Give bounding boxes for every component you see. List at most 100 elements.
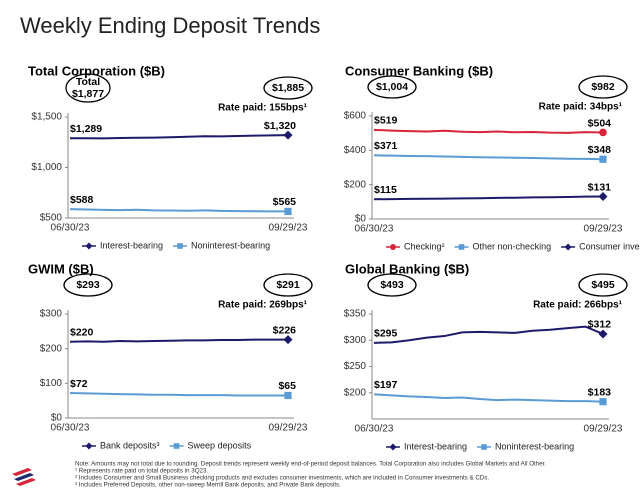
y-tick-label: $200 <box>344 387 367 398</box>
total-ellipse <box>263 273 313 297</box>
logo-stripe <box>14 473 34 481</box>
end-marker <box>598 329 608 339</box>
legend-label: Bank deposits³ <box>100 440 160 450</box>
rate-paid: Rate paid: 34bps¹ <box>539 102 623 113</box>
value-label: $565 <box>273 196 297 208</box>
footnote: ² Includes Consumer and Small Business c… <box>75 475 489 482</box>
legend-label: Noninterest-bearing <box>495 441 574 451</box>
y-tick-label: $350 <box>344 309 367 320</box>
legend-marker <box>458 244 465 250</box>
end-marker <box>599 155 607 163</box>
value-label: $65 <box>278 380 296 392</box>
series-line <box>373 195 604 201</box>
rate-paid: Rate paid: 269bps¹ <box>218 300 308 311</box>
value-label: $183 <box>588 386 612 398</box>
rate-paid: Rate paid: 266bps¹ <box>533 300 623 311</box>
x-tick-label: 09/29/23 <box>269 223 308 234</box>
chart-title: Global Banking ($B) <box>345 261 469 276</box>
end-marker <box>598 192 608 202</box>
total-ellipse <box>367 75 417 99</box>
legend-marker <box>481 444 487 450</box>
footnote: ³ Includes Preferred Deposits, other non… <box>75 482 341 489</box>
legend-label: Checking² <box>404 241 445 251</box>
legend-marker <box>85 242 93 250</box>
y-tick-label: $200 <box>40 343 63 354</box>
value-label: $519 <box>374 115 398 127</box>
legend-label: Sweep deposits <box>188 440 252 450</box>
legend-marker <box>85 442 93 450</box>
chart-title: GWIM ($B) <box>28 261 94 276</box>
end-total: $982 <box>591 81 615 93</box>
value-label: $295 <box>374 328 398 340</box>
y-tick-label: $400 <box>344 145 367 156</box>
value-label: $197 <box>374 379 398 391</box>
value-label: $348 <box>588 144 612 156</box>
end-marker <box>599 398 607 406</box>
legend-marker <box>564 243 572 251</box>
total-ellipse <box>578 273 628 297</box>
legend-label: Other non-checking <box>473 241 552 251</box>
y-tick-label: $600 <box>344 111 367 122</box>
total-caption: Total <box>76 76 100 88</box>
end-marker <box>283 130 293 140</box>
total-ellipse <box>578 75 628 99</box>
series-line <box>69 338 288 343</box>
start-total: $1,877 <box>72 88 104 100</box>
value-label: $220 <box>70 327 94 339</box>
value-label: $312 <box>588 319 612 331</box>
y-tick-label: $250 <box>344 361 367 372</box>
total-ellipse <box>63 273 113 297</box>
value-label: $504 <box>588 117 612 129</box>
series-line <box>373 325 604 344</box>
x-tick-label: 06/30/23 <box>355 224 394 235</box>
value-label: $1,320 <box>264 120 296 132</box>
rate-paid: Rate paid: 155bps¹ <box>218 103 308 114</box>
legend-marker <box>389 443 397 451</box>
legend-marker <box>173 443 180 449</box>
y-tick-label: $0 <box>355 214 367 225</box>
footnote: ¹ Represents rate paid on total deposits… <box>75 468 208 475</box>
y-tick-label: $0 <box>51 413 63 424</box>
end-marker <box>284 207 292 216</box>
value-label: $1,289 <box>70 123 102 135</box>
total-ellipse <box>263 76 313 100</box>
logo-stripe <box>12 468 32 476</box>
slide-title: Weekly Ending Deposit Trends <box>20 13 320 38</box>
y-tick-label: $200 <box>344 179 367 190</box>
legend-marker <box>177 243 183 249</box>
x-tick-label: 06/30/23 <box>51 223 90 234</box>
y-tick-label: $300 <box>40 309 63 320</box>
value-label: $115 <box>374 184 397 196</box>
value-label: $72 <box>70 378 88 390</box>
series-line <box>373 154 604 161</box>
y-tick-label: $1,000 <box>31 162 62 173</box>
legend-label: Consumer investments & CDs <box>579 241 640 251</box>
series-line <box>69 134 289 140</box>
legend-label: Interest-bearing <box>404 441 467 451</box>
y-tick-label: $300 <box>344 335 367 346</box>
logo-stripe <box>16 478 36 486</box>
chart-title: Total Corporation ($B) <box>28 63 165 78</box>
series-line <box>373 393 604 403</box>
end-marker <box>599 128 607 137</box>
series-line <box>373 128 604 134</box>
x-tick-label: 09/29/23 <box>269 423 308 434</box>
legend-marker <box>390 244 396 250</box>
value-label: $371 <box>374 140 398 152</box>
legend-label: Noninterest-bearing <box>191 240 270 250</box>
end-total: $291 <box>276 279 300 291</box>
total-ellipse <box>367 273 417 297</box>
y-tick-label: $500 <box>40 213 63 224</box>
footnote: Note: Amounts may not total due to round… <box>75 461 546 468</box>
legend-label: Interest-bearing <box>100 240 163 250</box>
y-tick-label: $100 <box>40 378 63 389</box>
x-tick-label: 09/29/23 <box>584 424 623 435</box>
end-total: $1,885 <box>272 82 304 94</box>
value-label: $588 <box>70 194 94 206</box>
value-label: $226 <box>273 324 297 336</box>
end-marker <box>283 335 293 345</box>
x-tick-label: 06/30/23 <box>355 424 394 435</box>
x-tick-label: 09/29/23 <box>584 224 623 235</box>
y-tick-label: $1,500 <box>31 112 62 123</box>
